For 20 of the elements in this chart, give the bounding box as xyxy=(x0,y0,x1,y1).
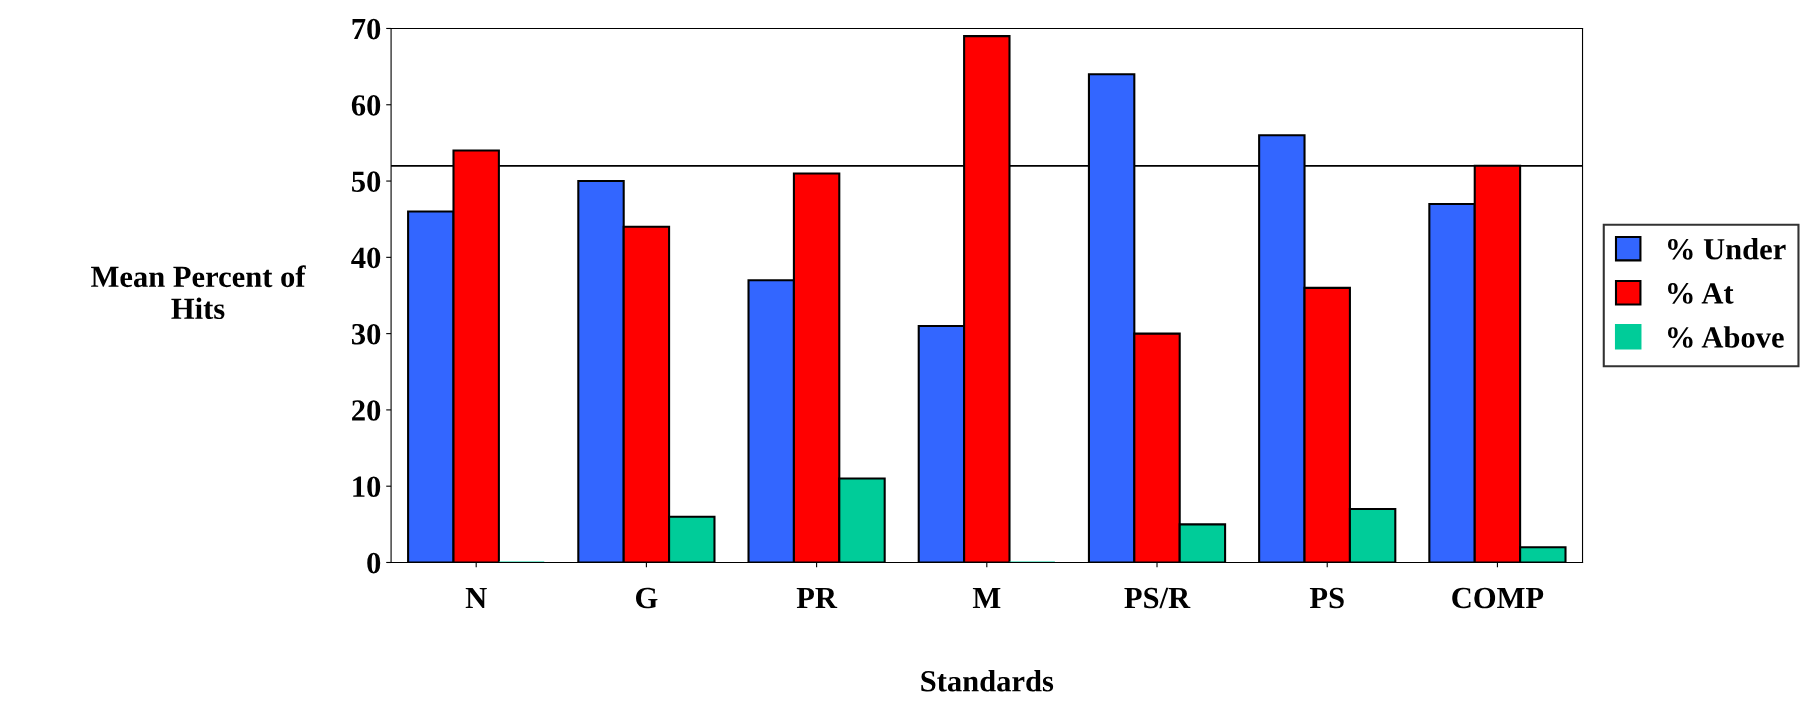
y-tick-label: 30 xyxy=(351,323,381,345)
y-tick-label: 50 xyxy=(352,171,381,192)
legend-label: % Under xyxy=(1668,238,1786,260)
y-tick-label: 40 xyxy=(351,247,381,269)
x-tick-label: N xyxy=(465,587,487,608)
y-axis-title: Mean Percent of Hits xyxy=(91,265,306,320)
y-tick-label: 10 xyxy=(353,476,381,498)
legend-label: % At xyxy=(1668,283,1734,304)
x-tick-label: COMP xyxy=(1452,587,1544,609)
x-tick-label: PR xyxy=(796,587,838,608)
x-axis-title: Standards xyxy=(921,670,1054,692)
y-tick-label: 60 xyxy=(351,95,381,116)
y-tick-label: 70 xyxy=(352,18,381,40)
x-tick-label: G xyxy=(636,587,658,609)
legend-label: % Above xyxy=(1668,326,1784,348)
y-tick-label: 20 xyxy=(352,400,381,421)
y-tick-label: 0 xyxy=(367,552,381,574)
x-tick-label: M xyxy=(972,587,1001,608)
x-tick-label: PS xyxy=(1309,587,1344,609)
x-tick-label: PS/R xyxy=(1124,587,1191,609)
